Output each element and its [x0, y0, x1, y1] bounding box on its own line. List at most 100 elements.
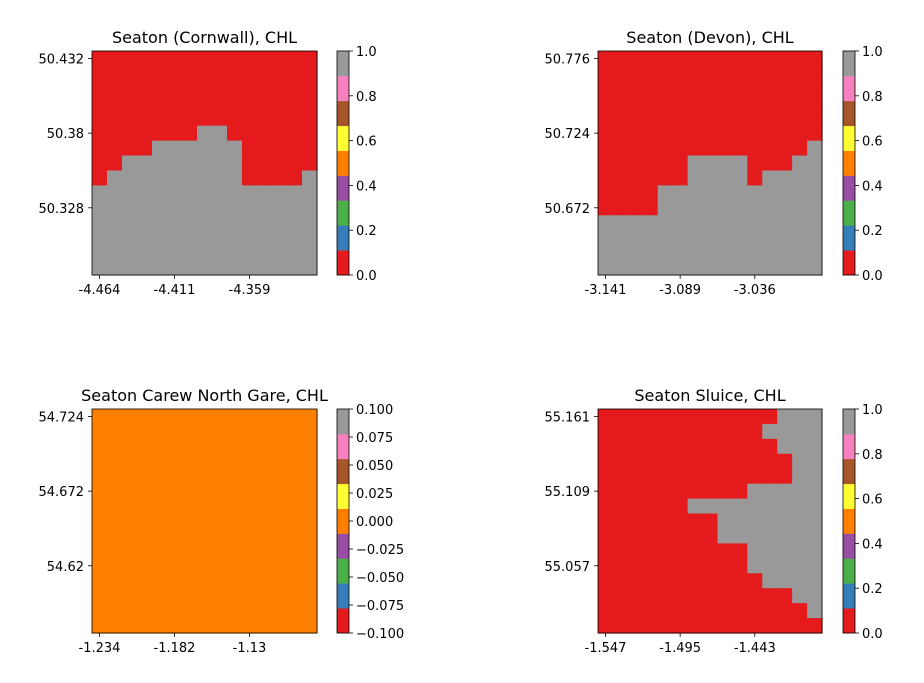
heatmap-cell: [122, 528, 138, 544]
heatmap-cell: [762, 513, 778, 530]
heatmap-cell: [657, 200, 674, 216]
heatmap-cell: [777, 483, 793, 500]
heatmap-cell: [272, 200, 288, 216]
heatmap-cell: [777, 618, 793, 634]
colorbar-band: [337, 75, 349, 102]
heatmap-cell: [717, 185, 733, 201]
heatmap-cell: [732, 80, 748, 97]
colorbar-band: [843, 100, 855, 127]
heatmap-cell: [747, 513, 763, 530]
heatmap-cell: [242, 200, 258, 216]
heatmap-cell: [137, 438, 153, 455]
heatmap-cell: [732, 65, 748, 82]
heatmap-cell: [777, 140, 793, 157]
heatmap-cell: [92, 588, 108, 604]
heatmap-cells: [92, 51, 318, 276]
heatmap-cell: [287, 230, 303, 246]
heatmap-cell: [227, 65, 243, 82]
heatmap-cell: [107, 170, 123, 186]
heatmap-cell: [627, 438, 644, 455]
heatmap-cell: [612, 468, 629, 485]
heatmap-cell: [762, 155, 778, 172]
heatmap-cell: [227, 483, 243, 500]
heatmap-cell: [702, 483, 719, 500]
colorbar-band: [337, 533, 349, 559]
heatmap-cell: [732, 588, 748, 604]
heatmap-cell: [92, 528, 108, 544]
heatmap-cell: [137, 80, 153, 97]
heatmap-cell: [762, 51, 778, 67]
heatmap-cell: [242, 155, 258, 172]
heatmap-cell: [777, 498, 793, 515]
heatmap-cell: [302, 483, 318, 500]
heatmap-cell: [792, 618, 808, 634]
heatmap-cell: [598, 498, 614, 515]
heatmap-cell: [272, 573, 288, 589]
heatmap-cell: [242, 110, 258, 127]
heatmap-cell: [197, 543, 213, 559]
heatmap-cell: [137, 95, 153, 112]
heatmap-cell: [642, 558, 659, 574]
heatmap-cell: [747, 618, 763, 634]
heatmap-cell: [717, 543, 733, 559]
heatmap-cell: [137, 245, 153, 261]
heatmap-cell: [747, 185, 763, 201]
heatmap-cell: [777, 409, 793, 425]
heatmap-cell: [777, 558, 793, 574]
heatmap-cell: [92, 230, 108, 246]
heatmap-cell: [777, 110, 793, 127]
heatmap-cell: [182, 110, 198, 127]
heatmap-cell: [137, 528, 153, 544]
y-tick-label: 55.109: [545, 485, 591, 500]
heatmap-cell: [642, 468, 659, 485]
colorbar-tick-label: 1.0: [862, 45, 883, 60]
heatmap-cell: [792, 588, 808, 604]
heatmap-cell: [598, 230, 614, 246]
heatmap-cell: [167, 230, 183, 246]
colorbar-band: [337, 608, 349, 634]
heatmap-cell: [152, 185, 168, 201]
heatmap-cell: [657, 603, 674, 619]
heatmap-cell: [272, 483, 288, 500]
heatmap-cell: [182, 573, 198, 589]
heatmap-cell: [272, 140, 288, 157]
heatmap-cell: [687, 483, 704, 500]
heatmap-cell: [92, 453, 108, 470]
heatmap-cell: [657, 618, 674, 634]
heatmap-cell: [227, 110, 243, 127]
colorbar-tick-label: 0.075: [356, 431, 393, 446]
heatmap-cell: [257, 513, 273, 530]
heatmap-cell: [197, 51, 213, 67]
heatmap-cell: [702, 260, 719, 276]
heatmap-cell: [197, 260, 213, 276]
heatmap-cell: [152, 543, 168, 559]
heatmap-cell: [137, 468, 153, 485]
heatmap-cell: [732, 528, 748, 544]
heatmap-cell: [227, 125, 243, 142]
heatmap-cell: [92, 409, 108, 425]
colorbar-tick-label: 0.2: [356, 224, 377, 239]
heatmap-cell: [687, 588, 704, 604]
colorbar: 0.0 0.2 0.4 0.6 0.8 1.0: [336, 45, 377, 284]
heatmap-cell: [107, 110, 123, 127]
heatmap-cell: [197, 618, 213, 634]
heatmap-cell: [182, 185, 198, 201]
heatmap-cell: [182, 423, 198, 440]
heatmap-cell: [107, 51, 123, 67]
colorbar-tick-label: 0.6: [862, 135, 883, 150]
heatmap-cell: [717, 513, 733, 530]
heatmap-cell: [598, 125, 614, 142]
heatmap-cell: [627, 603, 644, 619]
heatmap-cell: [687, 543, 704, 559]
heatmap-cell: [152, 65, 168, 82]
colorbar-band: [843, 225, 855, 251]
heatmap-cell: [242, 453, 258, 470]
heatmap-cell: [92, 95, 108, 112]
heatmap-cell: [242, 51, 258, 67]
heatmap-cell: [672, 215, 689, 231]
heatmap-cell: [762, 438, 778, 455]
heatmap-cell: [747, 80, 763, 97]
y-tick-label: 50.724: [545, 127, 591, 142]
heatmap-cell: [702, 603, 719, 619]
heatmap-cell: [287, 483, 303, 500]
